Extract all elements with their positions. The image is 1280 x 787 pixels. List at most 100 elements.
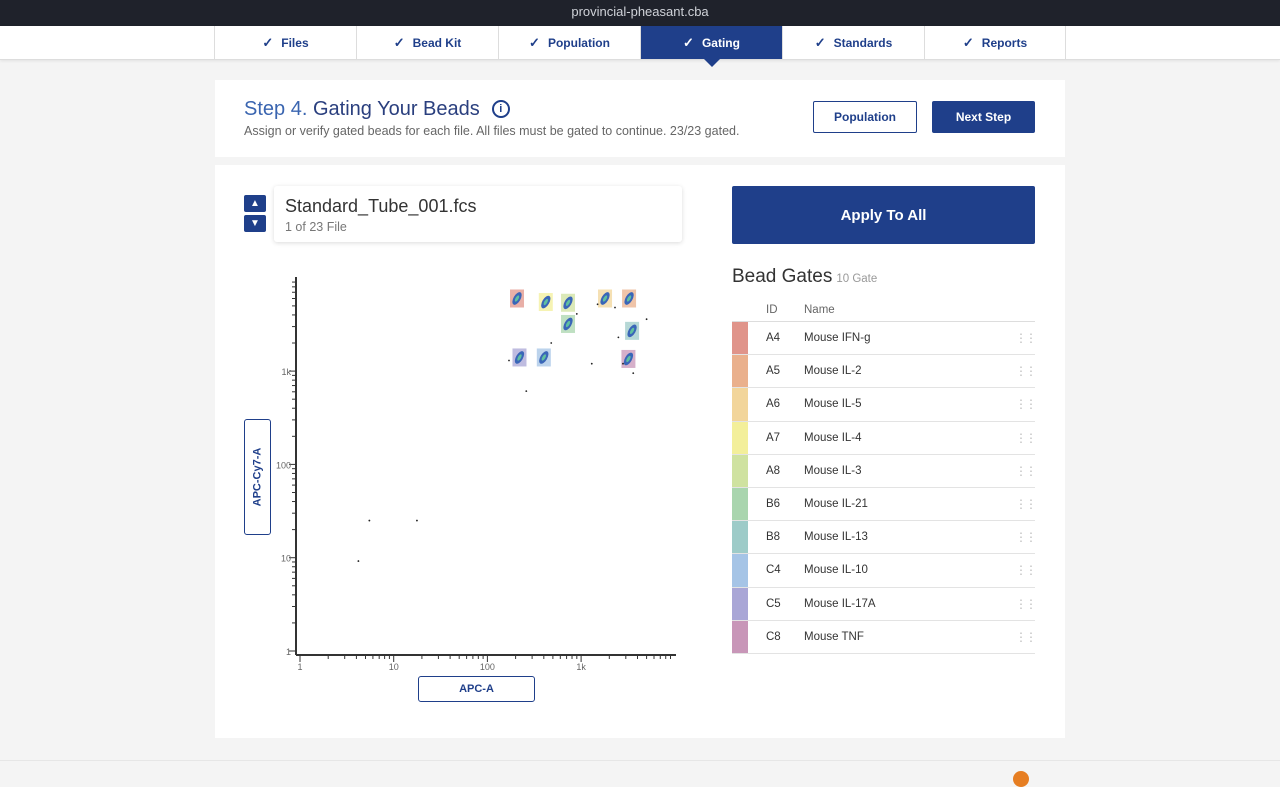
info-icon[interactable]: i xyxy=(491,100,510,118)
gate-row[interactable]: C4 Mouse IL-10 ⋮⋮ xyxy=(732,554,1037,588)
gate-row[interactable]: A7 Mouse IL-4 ⋮⋮ xyxy=(732,421,1037,455)
gate-row[interactable]: A4 Mouse IFN-g ⋮⋮ xyxy=(732,322,1037,356)
gate-row[interactable]: A5 Mouse IL-2 ⋮⋮ xyxy=(732,355,1037,389)
tab-standards[interactable]: ✓ Standards xyxy=(782,26,924,59)
gate-name: Mouse IL-2 xyxy=(804,365,862,378)
file-count: 1 of 23 File xyxy=(285,220,347,234)
y-tick-label: 10 xyxy=(281,554,291,564)
previous-file-button[interactable]: ▲ xyxy=(244,195,266,212)
drag-handle-icon[interactable]: ⋮⋮ xyxy=(1015,331,1037,346)
step-header: Step 4. Gating Your Beads i Assign or ver… xyxy=(215,80,1065,157)
tab-reports[interactable]: ✓ Reports xyxy=(924,26,1066,59)
y-axis-select[interactable]: APC-Cy7-A xyxy=(244,419,271,535)
bead-cluster-core xyxy=(626,355,631,363)
x-tick-label: 1 xyxy=(297,662,302,672)
file-name: Standard_Tube_001.fcs xyxy=(285,196,477,216)
drag-handle-icon[interactable]: ⋮⋮ xyxy=(1015,629,1037,644)
x-axis-select[interactable]: APC-A xyxy=(418,676,535,702)
bead-gates-title: Bead Gates 10 Gate xyxy=(732,266,877,288)
gate-name: Mouse IL-17A xyxy=(804,597,876,610)
drag-handle-icon[interactable]: ⋮⋮ xyxy=(1015,430,1037,445)
table-header: ID Name xyxy=(732,298,1035,322)
y-tick-label: 100 xyxy=(276,460,291,470)
gate-name: Mouse TNF xyxy=(804,630,864,643)
bead-cluster-core xyxy=(514,295,520,302)
apply-to-all-button[interactable]: Apply To All xyxy=(732,186,1035,244)
bead-cluster-core xyxy=(565,320,571,328)
population-button[interactable]: Population xyxy=(813,101,917,133)
check-icon: ✓ xyxy=(962,34,974,50)
gate-color-swatch xyxy=(732,355,748,388)
tab-label: Population xyxy=(547,35,610,50)
bead-cluster-core xyxy=(602,295,608,302)
footer xyxy=(0,760,1280,776)
bead-cluster-core xyxy=(565,299,571,306)
gate-name: Mouse IL-10 xyxy=(804,564,868,577)
event-point xyxy=(614,306,616,309)
event-point xyxy=(416,519,418,522)
bead-cluster-core xyxy=(517,354,522,361)
gate-id: C8 xyxy=(766,630,781,643)
x-tick-label: 1k xyxy=(576,662,586,672)
step-number: Step 4. xyxy=(244,98,308,120)
tab-population[interactable]: ✓ Population xyxy=(498,26,640,59)
bead-cluster-core xyxy=(543,298,548,306)
gate-count: 10 Gate xyxy=(836,273,878,285)
gate-name: Mouse IL-4 xyxy=(804,431,862,444)
event-point xyxy=(508,359,510,362)
col-name: Name xyxy=(804,303,835,316)
gate-row[interactable]: C8 Mouse TNF ⋮⋮ xyxy=(732,620,1037,654)
gate-color-swatch xyxy=(732,322,748,355)
tab-bead-kit[interactable]: ✓ Bead Kit xyxy=(356,26,498,59)
gate-row[interactable]: A6 Mouse IL-5 ⋮⋮ xyxy=(732,388,1037,422)
drag-handle-icon[interactable]: ⋮⋮ xyxy=(1015,596,1037,611)
gating-panel: 1 10 100 1k 1 10 100 1k ▲ ▼ Standard_Tube_001.f… xyxy=(215,165,1065,738)
gate-color-swatch xyxy=(732,388,748,421)
drag-handle-icon[interactable]: ⋮⋮ xyxy=(1015,563,1037,578)
gate-row[interactable]: A8 Mouse IL-3 ⋮⋮ xyxy=(732,454,1037,488)
drag-handle-icon[interactable]: ⋮⋮ xyxy=(1015,397,1037,412)
gate-row[interactable]: C5 Mouse IL-17A ⋮⋮ xyxy=(732,587,1037,621)
check-icon: ✓ xyxy=(814,34,826,50)
tab-gating[interactable]: ✓ Gating xyxy=(640,26,782,67)
next-step-button[interactable]: Next Step xyxy=(932,101,1035,133)
drag-handle-icon[interactable]: ⋮⋮ xyxy=(1015,364,1037,379)
tab-label: Bead Kit xyxy=(412,35,462,50)
event-point xyxy=(525,390,528,393)
drag-handle-icon[interactable]: ⋮⋮ xyxy=(1015,497,1037,512)
scatter-plot[interactable]: 1 10 100 1k 1 10 100 1k xyxy=(215,165,695,738)
next-file-button[interactable]: ▼ xyxy=(244,215,266,232)
gate-id: B6 xyxy=(766,498,781,511)
gate-name: Mouse IL-3 xyxy=(804,464,862,477)
event-point xyxy=(550,342,553,344)
y-tick-label: 1 xyxy=(286,647,291,657)
file-info: Standard_Tube_001.fcs 1 of 23 File xyxy=(274,186,682,242)
drag-handle-icon[interactable]: ⋮⋮ xyxy=(1015,530,1037,545)
x-axis-label: APC-A xyxy=(459,683,494,695)
tab-files[interactable]: ✓ Files xyxy=(214,26,356,59)
gate-id: A4 xyxy=(766,332,781,345)
y-axis-label: APC-Cy7-A xyxy=(251,447,264,507)
tab-label: Gating xyxy=(701,35,740,50)
gate-id: A5 xyxy=(766,365,781,378)
gate-id: C5 xyxy=(766,597,781,610)
event-point xyxy=(632,372,635,375)
bead-gates-table: ID Name A4 Mouse IFN-g ⋮⋮ A5 Mouse IL-2 ⋮⋮ A6 Mo… xyxy=(732,298,1037,654)
gate-row[interactable]: B8 Mouse IL-13 ⋮⋮ xyxy=(732,521,1037,555)
check-icon: ✓ xyxy=(262,34,274,50)
gate-color-swatch xyxy=(732,587,748,620)
event-point xyxy=(368,519,371,522)
gate-color-swatch xyxy=(732,454,748,487)
gate-color-swatch xyxy=(732,620,748,653)
gate-id: A7 xyxy=(766,431,781,444)
gate-row[interactable]: B6 Mouse IL-21 ⋮⋮ xyxy=(732,487,1037,522)
title-text: Gating Your Beads xyxy=(312,98,480,120)
tab-label: Reports xyxy=(981,35,1028,50)
drag-handle-icon[interactable]: ⋮⋮ xyxy=(1015,463,1037,478)
gate-name: Mouse IL-21 xyxy=(804,498,868,511)
gate-color-swatch xyxy=(732,421,748,454)
steps-nav: ✓ Files ✓ Bead Kit ✓ Population ✓ Gating ✓ Standa… xyxy=(0,26,1280,67)
gate-id: B8 xyxy=(766,531,781,544)
page-title: Step 4. Gating Your Beads i xyxy=(244,98,510,121)
event-point xyxy=(617,336,620,339)
